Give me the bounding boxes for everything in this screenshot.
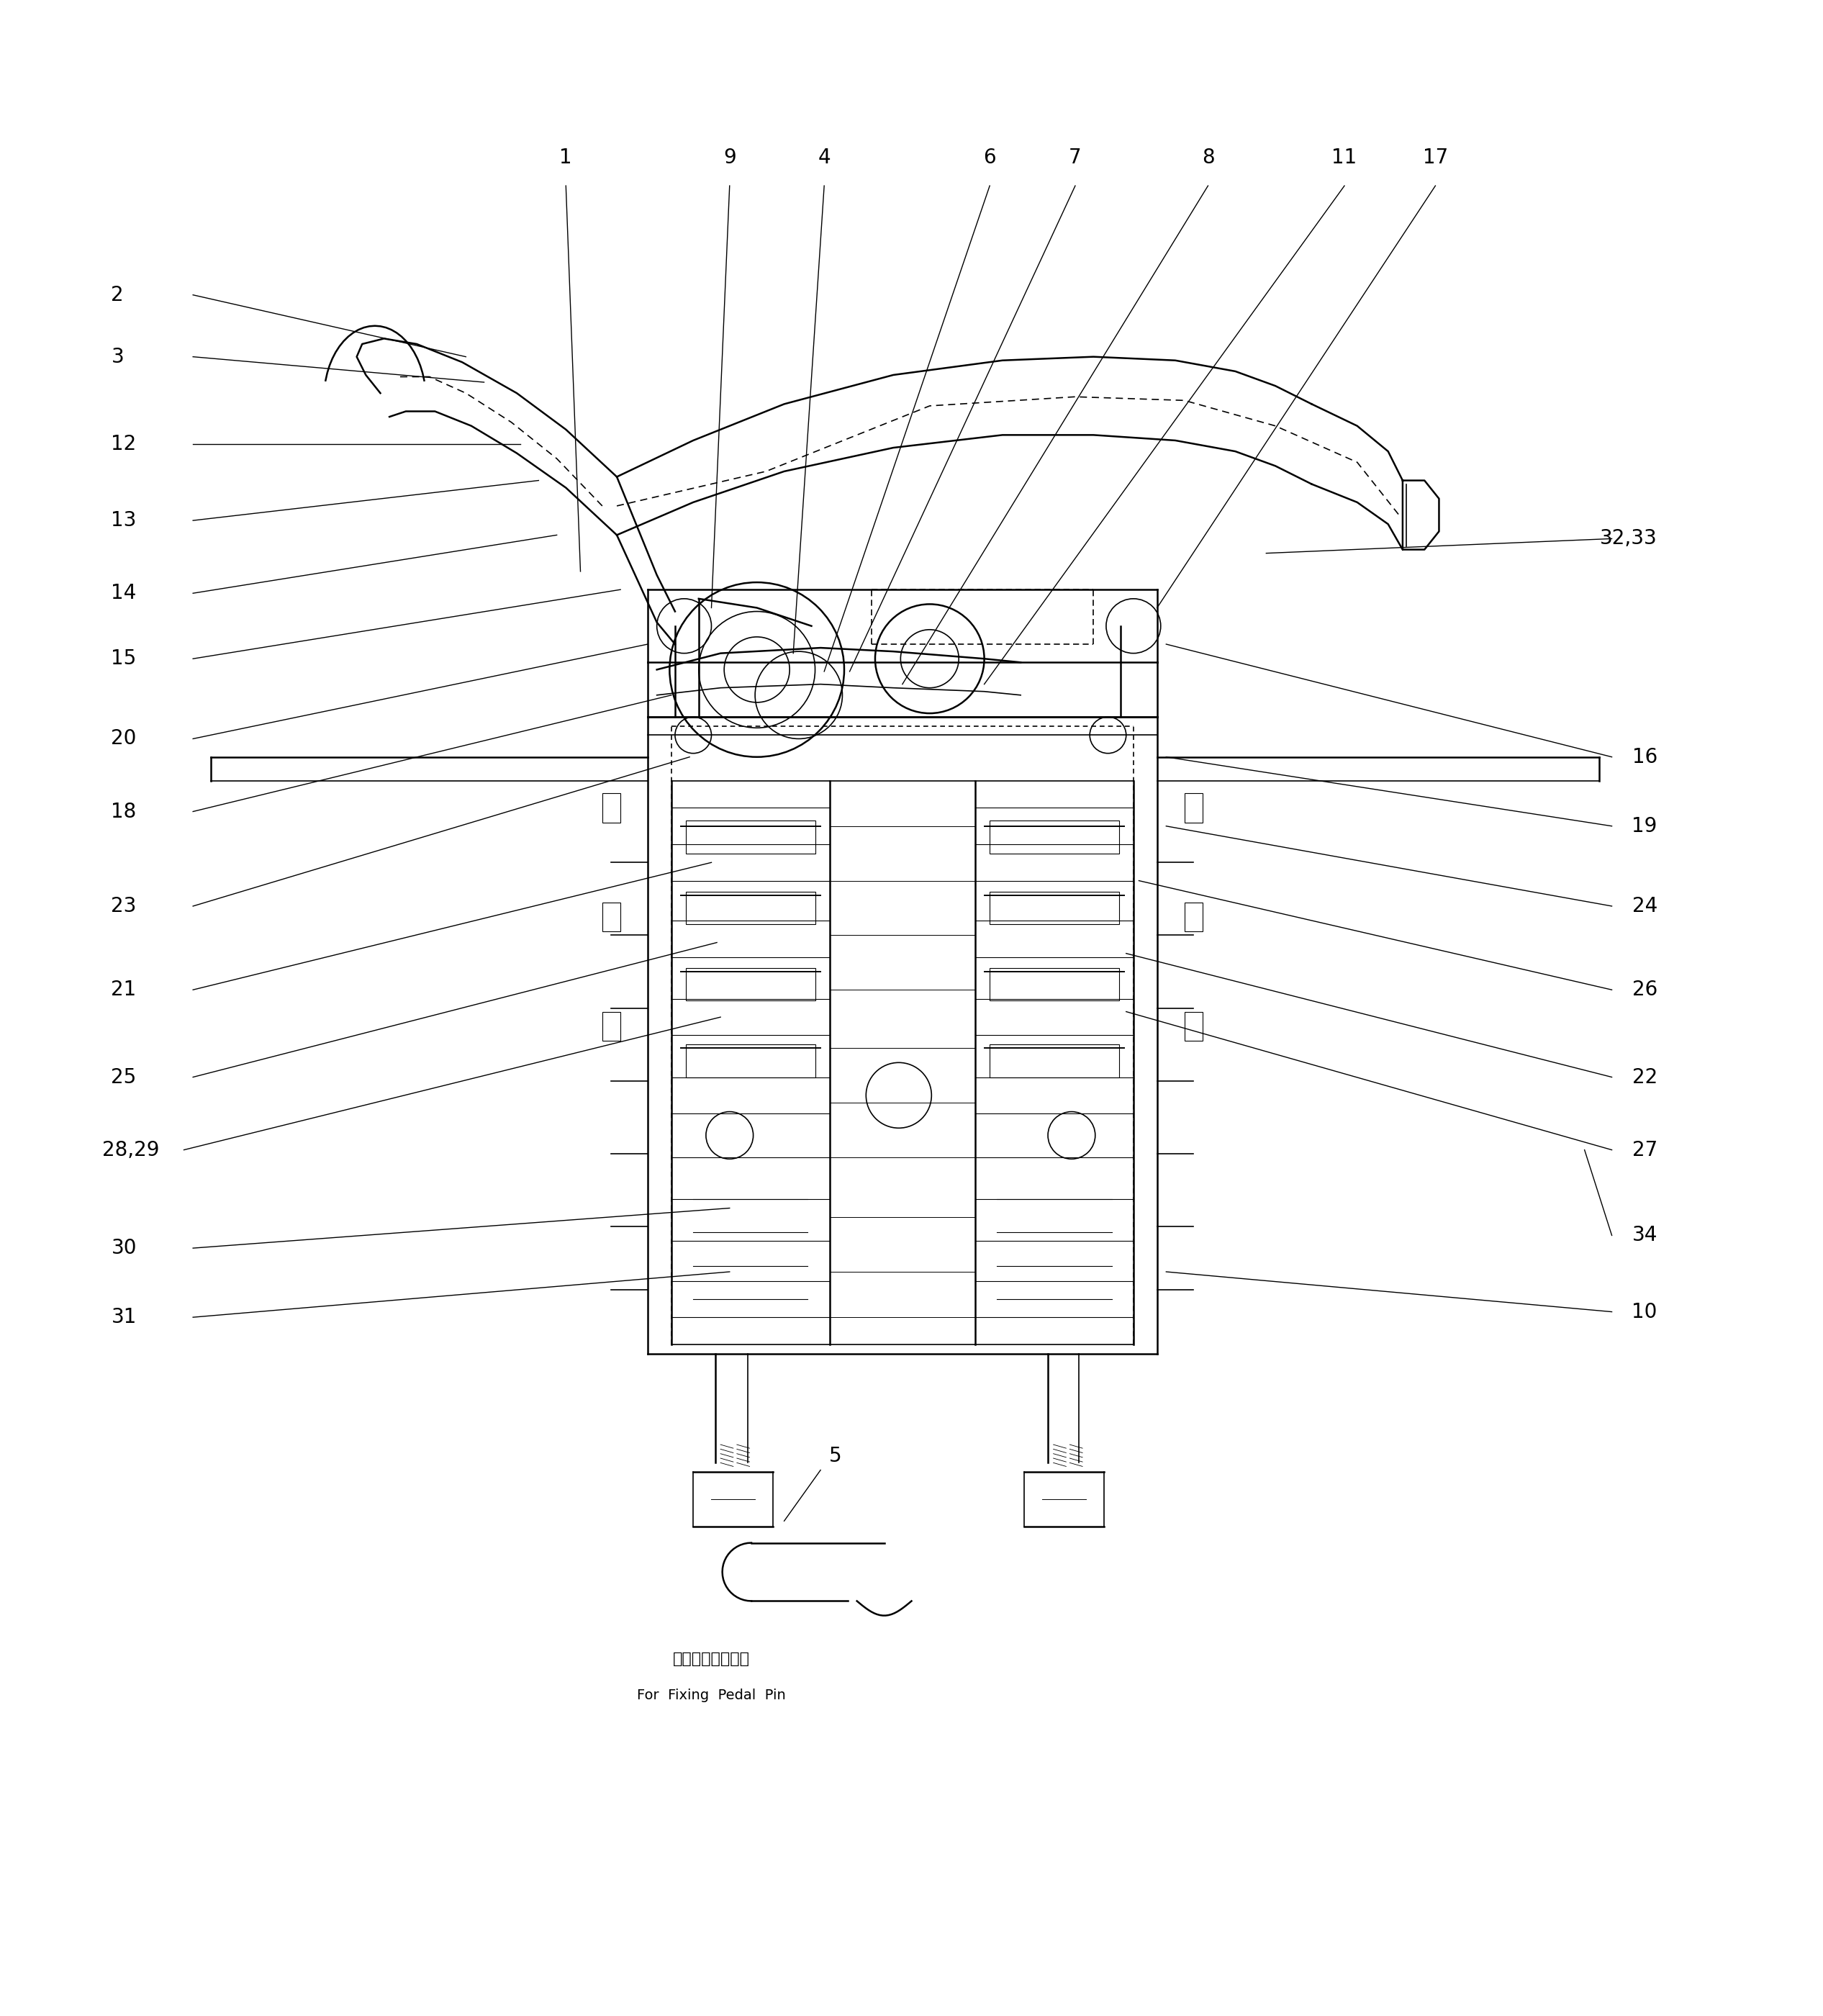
Text: 12: 12 [111, 433, 137, 454]
Text: 5: 5 [829, 1445, 842, 1466]
Text: 34: 34 [1632, 1226, 1657, 1246]
Text: 3: 3 [111, 347, 124, 367]
Text: 28,29: 28,29 [102, 1139, 159, 1159]
Text: 21: 21 [111, 980, 137, 1000]
Bar [602, 903, 620, 931]
Text: 27: 27 [1632, 1139, 1657, 1159]
Text: 25: 25 [111, 1066, 137, 1087]
Text: 6: 6 [983, 147, 995, 167]
Text: 14: 14 [111, 583, 137, 603]
Text: 4: 4 [819, 147, 831, 167]
Bar [602, 794, 620, 823]
Text: For  Fixing  Pedal  Pin: For Fixing Pedal Pin [636, 1689, 786, 1702]
Text: 2: 2 [111, 284, 124, 304]
Bar [990, 821, 1119, 853]
Text: ペダルピン固定用: ペダルピン固定用 [673, 1651, 749, 1667]
Text: 11: 11 [1333, 147, 1356, 167]
Bar [1185, 903, 1203, 931]
Text: 23: 23 [111, 895, 137, 915]
Text: 26: 26 [1632, 980, 1657, 1000]
Text: 9: 9 [724, 147, 736, 167]
Text: 24: 24 [1632, 895, 1657, 915]
Bar [990, 891, 1119, 923]
Text: 10: 10 [1632, 1302, 1657, 1322]
Text: 7: 7 [1068, 147, 1081, 167]
Text: 22: 22 [1632, 1066, 1657, 1087]
Text: 15: 15 [111, 649, 137, 669]
Bar [685, 968, 815, 1000]
Text: 17: 17 [1422, 147, 1447, 167]
Text: 18: 18 [111, 802, 137, 823]
Text: 13: 13 [111, 510, 137, 530]
Bar [685, 1044, 815, 1077]
Text: 31: 31 [111, 1306, 137, 1327]
Bar [1185, 794, 1203, 823]
Bar [685, 891, 815, 923]
Text: 16: 16 [1632, 746, 1657, 766]
Text: 30: 30 [111, 1238, 137, 1258]
Bar [990, 968, 1119, 1000]
Text: 20: 20 [111, 728, 137, 748]
Bar [685, 821, 815, 853]
Text: 32,33: 32,33 [1601, 528, 1657, 548]
Bar [602, 1012, 620, 1040]
Bar [1185, 1012, 1203, 1040]
Text: 8: 8 [1201, 147, 1214, 167]
Text: 1: 1 [560, 147, 572, 167]
Text: 19: 19 [1632, 816, 1657, 837]
Bar [990, 1044, 1119, 1077]
